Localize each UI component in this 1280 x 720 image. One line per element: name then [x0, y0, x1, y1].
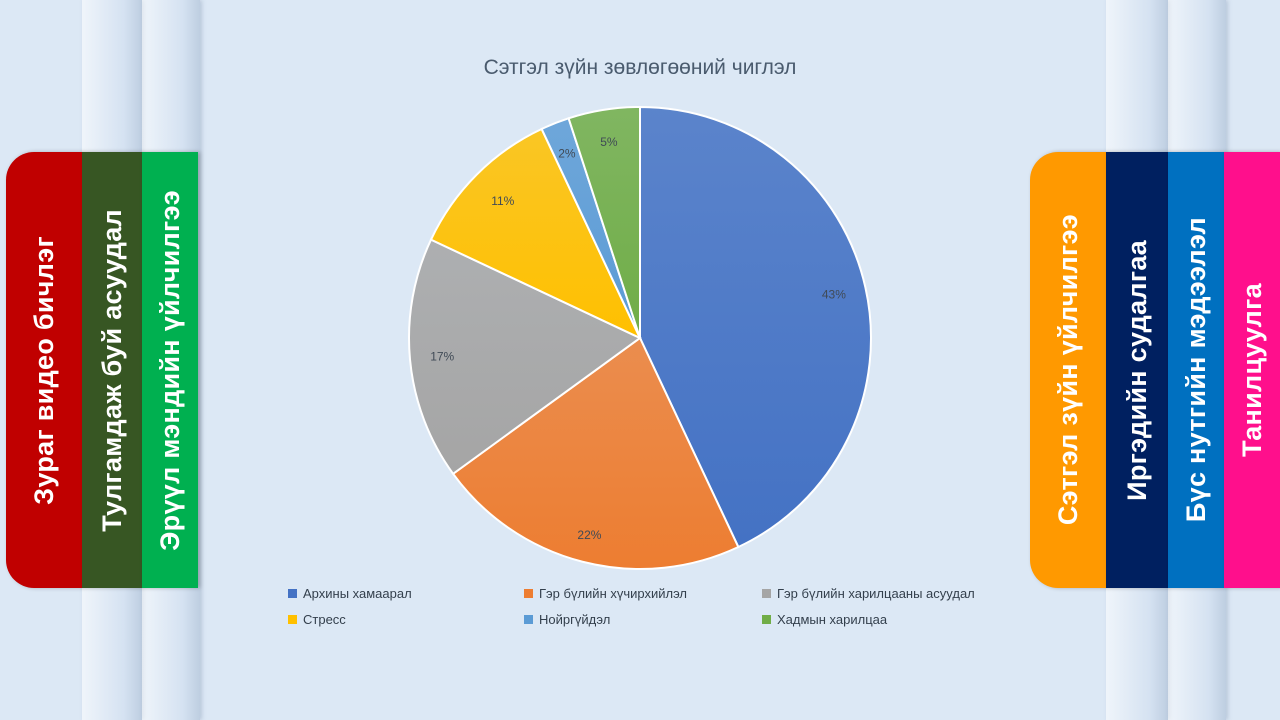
tab-health-services[interactable]: Эрүүл мэндийн үйлчилгээ: [142, 152, 198, 588]
legend-swatch: [288, 615, 297, 624]
tab-introduction[interactable]: Танилцуулга: [1224, 152, 1280, 588]
tab-psychological-services[interactable]: Сэтгэл зүйн үйлчилгээ: [1030, 152, 1106, 588]
tab-pressing-issues[interactable]: Тулгамдаж буй асуудал: [82, 152, 142, 588]
legend-swatch: [524, 589, 533, 598]
legend-swatch: [288, 589, 297, 598]
legend-item: Нойргүйдэл: [524, 612, 610, 627]
legend-label: Гэр бүлийн харилцааны асуудал: [777, 586, 975, 601]
legend-label: Архины хамаарал: [303, 586, 412, 601]
pie-slice-3: [429, 127, 643, 341]
tab-citizen-survey[interactable]: Иргэдийн судалгаа: [1106, 152, 1168, 588]
tab-regional-info[interactable]: Бүс нутгийн мэдээлэл: [1168, 152, 1224, 588]
slice-data-label: 11%: [491, 194, 514, 208]
legend-label: Стресс: [303, 612, 346, 627]
slice-data-label: 22%: [577, 528, 601, 542]
pie-slice-0: [639, 105, 872, 549]
legend-item: Гэр бүлийн хүчирхийлэл: [524, 586, 687, 601]
legend-item: Стресс: [288, 612, 346, 627]
slice-data-label: 5%: [600, 135, 618, 149]
slice-data-label: 43%: [822, 288, 846, 302]
chart-title: Сэтгэл зүйн зөвлөгөөний чиглэл: [483, 56, 797, 79]
legend-label: Хадмын харилцаа: [777, 612, 888, 627]
legend-swatch: [762, 615, 771, 624]
pie-slice-1: [451, 336, 740, 570]
legend-label: Гэр бүлийн хүчирхийлэл: [539, 586, 688, 601]
pie-slice-5: [567, 105, 641, 339]
slice-data-label: 2%: [558, 146, 576, 160]
legend-item: Архины хамаарал: [288, 586, 412, 601]
legend-item: Гэр бүлийн харилцааны асуудал: [762, 586, 975, 601]
tab-photo-video[interactable]: Зураг видео бичлэг: [6, 152, 82, 588]
legend-label: Нойргүйдэл: [539, 612, 611, 627]
legend-swatch: [762, 589, 771, 598]
legend-item: Хадмын харилцаа: [762, 612, 887, 627]
slice-data-label: 17%: [430, 350, 454, 364]
pie-slice-2: [408, 238, 642, 476]
legend-swatch: [524, 615, 533, 624]
